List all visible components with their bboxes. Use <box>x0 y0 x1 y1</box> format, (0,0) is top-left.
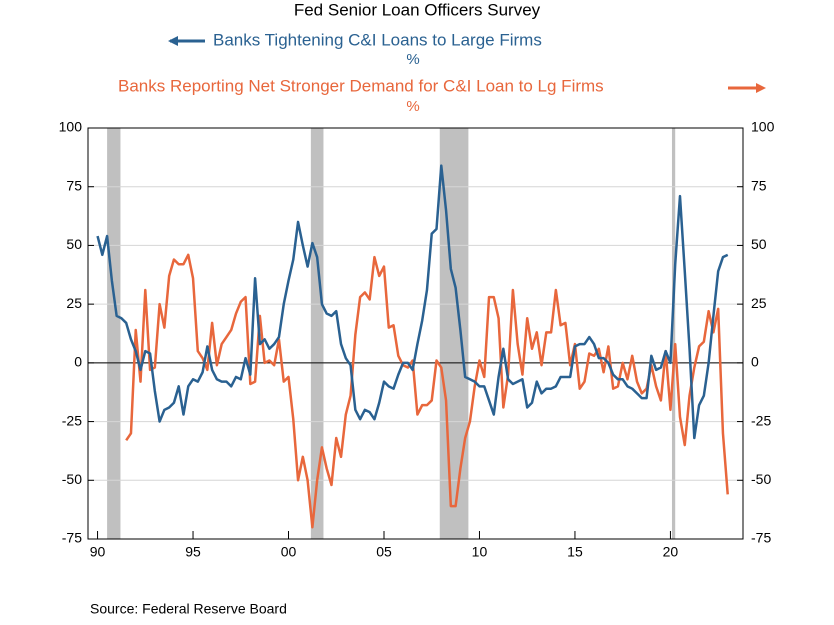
recession-band <box>107 128 121 539</box>
y2-tick-label: 0 <box>751 354 759 370</box>
y2-tick-label: -75 <box>751 530 771 546</box>
y2-tick-label: 75 <box>751 177 767 193</box>
y2-tick-label: 100 <box>751 119 775 135</box>
data-line <box>125 253 729 529</box>
y-tick-label: 100 <box>59 119 83 135</box>
legend-arrowhead <box>756 83 766 93</box>
legend-label: Banks Reporting Net Stronger Demand for … <box>118 76 604 95</box>
recession-band <box>310 128 324 539</box>
y-tick-label: 25 <box>66 295 82 311</box>
legend: Banks Tightening C&I Loans to Large Firm… <box>118 30 766 115</box>
legend-arrowhead <box>168 36 178 46</box>
chart-title: Fed Senior Loan Officers Survey <box>294 0 541 19</box>
x-tick-label: 05 <box>376 544 392 560</box>
data-line <box>96 164 729 440</box>
y2-axis-label: % <box>406 98 419 115</box>
plot-frame <box>87 127 744 540</box>
x-tick-label: 95 <box>185 544 201 560</box>
source-note: Source: Federal Reserve Board <box>90 601 287 617</box>
x-tick-label: 20 <box>663 544 679 560</box>
x-tick-label: 90 <box>90 544 106 560</box>
y-tick-label: -75 <box>62 530 82 546</box>
y2-tick-label: -25 <box>751 412 771 428</box>
x-tick-label: 15 <box>567 544 583 560</box>
y-axis-label: % <box>406 51 419 68</box>
recession-band <box>671 128 676 539</box>
y-tick-label: 0 <box>74 354 82 370</box>
y-tick-label: -50 <box>62 471 82 487</box>
legend-label: Banks Tightening C&I Loans to Large Firm… <box>213 30 542 49</box>
y-tick-label: 50 <box>66 236 82 252</box>
y-tick-label: -25 <box>62 412 82 428</box>
y-tick-label: 75 <box>66 177 82 193</box>
y2-tick-label: 25 <box>751 295 767 311</box>
y2-tick-label: 50 <box>751 236 767 252</box>
x-tick-label: 00 <box>281 544 297 560</box>
y2-tick-label: -50 <box>751 471 771 487</box>
x-tick-label: 10 <box>472 544 488 560</box>
